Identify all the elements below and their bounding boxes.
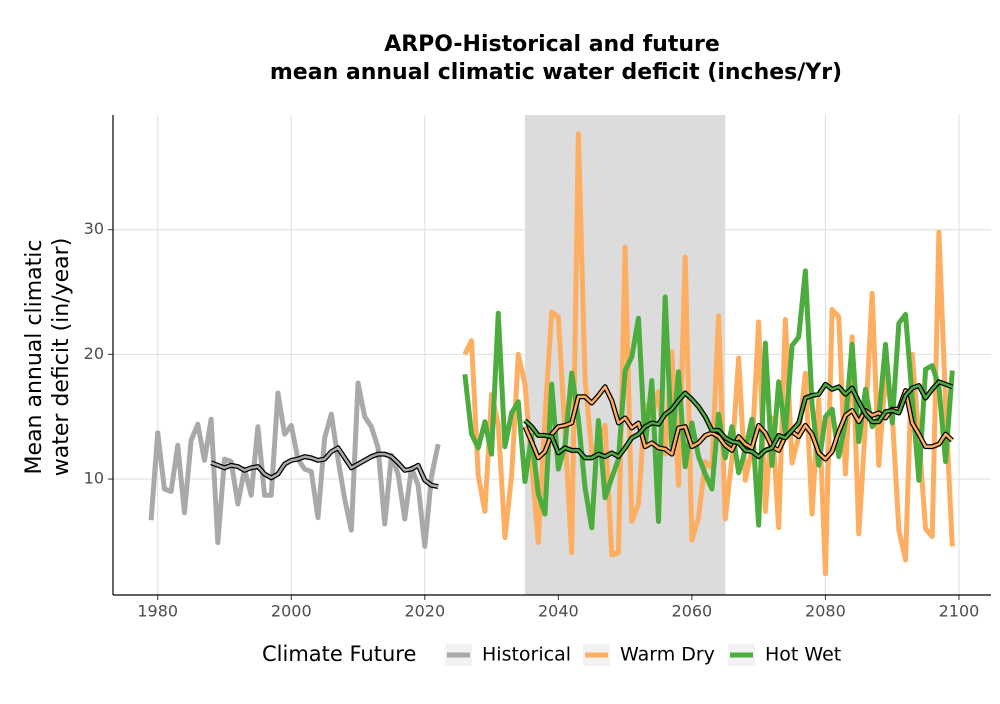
legend-label: Hot Wet <box>765 644 841 666</box>
y-axis-label: Mean annual climatic <box>22 240 47 475</box>
chart-title: ARPO-Historical and future <box>384 32 720 57</box>
legend-label: Historical <box>482 644 571 666</box>
rolling-mean-line <box>524 380 953 460</box>
x-tick-label: 2100 <box>939 602 980 621</box>
legend-title: Climate Future <box>262 642 416 666</box>
chart-title: mean annual climatic water deficit (inch… <box>270 60 842 85</box>
y-tick-label: 20 <box>84 344 104 363</box>
x-tick-label: 1980 <box>137 602 178 621</box>
series-line <box>148 380 441 549</box>
legend-label: Warm Dry <box>620 644 715 666</box>
y-axis-label: water deficit (in/year) <box>49 238 74 477</box>
series-line <box>462 131 955 577</box>
x-tick-label: 2020 <box>404 602 445 621</box>
x-tick-label: 2000 <box>271 602 312 621</box>
rolling-mean-line <box>210 446 439 488</box>
y-tick-label: 30 <box>84 219 104 238</box>
y-tick-label: 10 <box>84 469 104 488</box>
x-tick-label: 2060 <box>672 602 713 621</box>
x-tick-label: 2080 <box>805 602 846 621</box>
x-tick-label: 2040 <box>538 602 579 621</box>
